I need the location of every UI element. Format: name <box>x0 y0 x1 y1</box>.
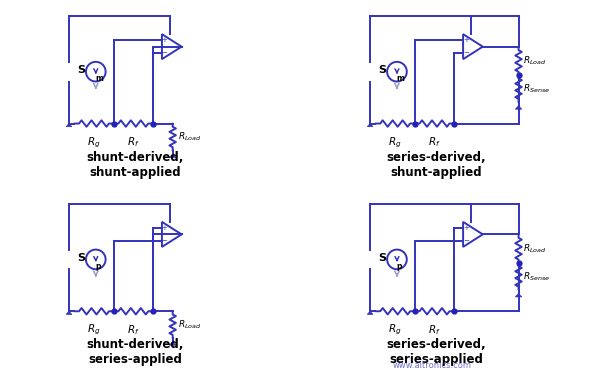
Text: S: S <box>77 65 85 75</box>
Circle shape <box>387 249 407 269</box>
Polygon shape <box>162 34 182 59</box>
Text: series-derived,
shunt-applied: series-derived, shunt-applied <box>386 151 486 179</box>
Text: S: S <box>77 252 85 263</box>
Polygon shape <box>66 123 72 127</box>
Polygon shape <box>162 222 182 247</box>
Polygon shape <box>367 123 373 127</box>
Text: S: S <box>378 252 386 263</box>
Text: shunt-derived,
series-applied: shunt-derived, series-applied <box>86 338 184 367</box>
Text: S: S <box>378 65 386 75</box>
Text: −: − <box>463 50 469 56</box>
Polygon shape <box>515 293 522 297</box>
Text: $R_{Sense}$: $R_{Sense}$ <box>523 82 550 95</box>
Text: +: + <box>161 37 167 43</box>
Text: p: p <box>95 262 100 271</box>
Text: −: − <box>161 237 167 243</box>
Text: −: − <box>161 50 167 56</box>
Polygon shape <box>515 105 522 109</box>
Circle shape <box>86 62 106 82</box>
Polygon shape <box>463 34 483 59</box>
Circle shape <box>387 62 407 82</box>
Text: $R_{Load}$: $R_{Load}$ <box>178 318 202 331</box>
Text: $R_g$: $R_g$ <box>388 135 402 150</box>
Polygon shape <box>169 342 176 345</box>
Text: $R_f$: $R_f$ <box>428 135 441 149</box>
Text: $R_g$: $R_g$ <box>87 323 101 337</box>
Text: $R_f$: $R_f$ <box>428 323 441 337</box>
Text: $R_{Load}$: $R_{Load}$ <box>523 55 547 67</box>
Text: $R_{Load}$: $R_{Load}$ <box>178 131 202 143</box>
Text: series-derived,
series-applied: series-derived, series-applied <box>386 338 486 367</box>
Text: +: + <box>463 225 469 231</box>
Text: $R_f$: $R_f$ <box>127 135 140 149</box>
Circle shape <box>86 249 106 269</box>
Polygon shape <box>169 154 176 157</box>
Polygon shape <box>66 311 72 315</box>
Text: p: p <box>396 262 401 271</box>
Text: $R_g$: $R_g$ <box>388 323 402 337</box>
Text: www.aitronics.com: www.aitronics.com <box>392 361 472 370</box>
Polygon shape <box>463 222 483 247</box>
Polygon shape <box>367 311 373 315</box>
Text: $R_f$: $R_f$ <box>127 323 140 337</box>
Text: $R_{Load}$: $R_{Load}$ <box>523 242 547 255</box>
Text: m: m <box>396 74 404 83</box>
Text: +: + <box>463 37 469 43</box>
Text: −: − <box>463 237 469 243</box>
Text: shunt-derived,
shunt-applied: shunt-derived, shunt-applied <box>86 151 184 179</box>
Text: +: + <box>161 225 167 231</box>
Text: m: m <box>95 74 103 83</box>
Text: $R_{Sense}$: $R_{Sense}$ <box>523 270 550 283</box>
Text: $R_g$: $R_g$ <box>87 135 101 150</box>
